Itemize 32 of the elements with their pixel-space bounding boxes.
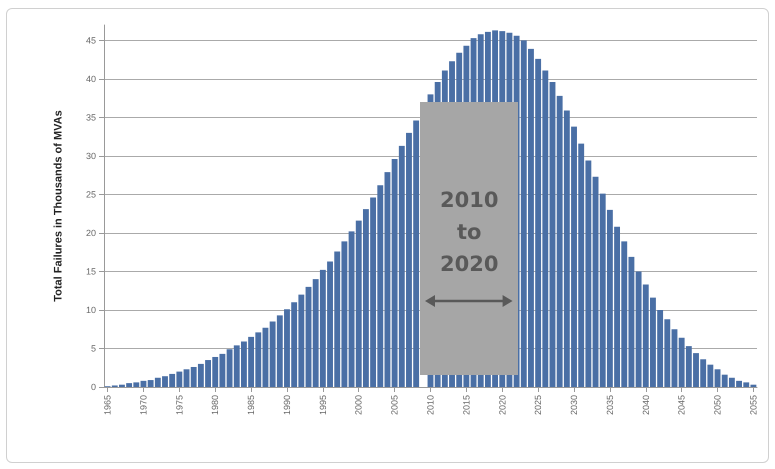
y-tick-label: 10 [86, 304, 96, 315]
x-tick-label: 1980 [210, 395, 220, 416]
x-tick-label: 1975 [174, 395, 184, 416]
y-tick-label: 5 [90, 343, 96, 354]
y-tick-label: 35 [86, 112, 96, 122]
y-axis-title: Total Failures in Thousands of MVAs [52, 110, 64, 302]
x-tick-label: 2000 [354, 395, 364, 416]
x-tick-label: 2025 [533, 395, 544, 416]
x-tick-label: 2015 [461, 395, 472, 416]
x-tick-label: 1995 [318, 395, 328, 416]
annotation: 2010 to 2020 [440, 187, 498, 278]
y-tick-label: 25 [86, 189, 96, 200]
label-box: 2010 to 2020 [420, 102, 518, 375]
x-tick-label: 2005 [390, 395, 400, 416]
x-tick-label: 1985 [246, 395, 256, 416]
x-tick-label: 1990 [282, 395, 292, 416]
x-tick-label: 1965 [102, 395, 113, 416]
x-tick-label: 2040 [640, 395, 651, 416]
y-tick-label: 40 [86, 74, 96, 84]
x-tick-label: 2045 [676, 395, 687, 416]
x-tick-label: 2020 [497, 395, 508, 416]
y-tick-label: 30 [86, 150, 96, 161]
y-tick-label: 15 [86, 266, 96, 276]
y-tick-label: 0 [90, 382, 96, 392]
x-tick-label: 2030 [569, 395, 580, 416]
x-tick-label: 1970 [138, 395, 148, 416]
x-tick-label: 2010 [426, 395, 436, 416]
y-tick-label: 45 [86, 35, 96, 46]
y-tick-label: 20 [86, 228, 96, 238]
x-tick-label: 2035 [604, 395, 615, 416]
x-tick-label: 2055 [748, 395, 758, 416]
x-tick-label: 2050 [712, 395, 723, 416]
